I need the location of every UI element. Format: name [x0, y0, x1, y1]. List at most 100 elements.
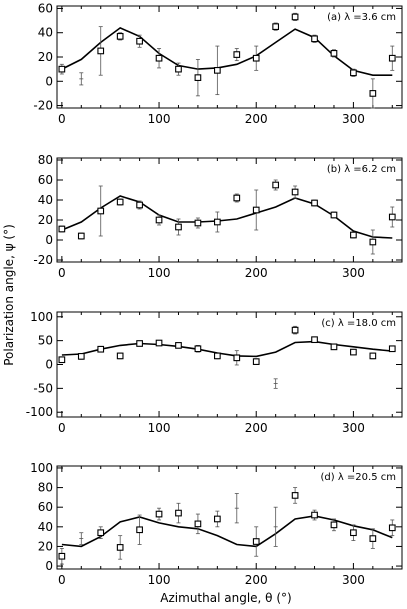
data-point	[214, 515, 221, 523]
model-series-line	[61, 26, 393, 76]
panel-1: 0 100 200 300 -20 0 20 40 60 (a) λ =3.6 cm	[33, 1, 403, 126]
data-point	[58, 356, 66, 364]
data-point	[175, 509, 182, 517]
data-point	[252, 358, 260, 365]
data-point	[155, 339, 163, 347]
y-tick-label: 60	[38, 500, 53, 514]
data-point	[291, 188, 299, 196]
data-point	[155, 510, 163, 518]
data-point	[97, 345, 105, 353]
data-point	[58, 225, 66, 233]
y-tick-label: 0	[45, 233, 53, 247]
data-point	[291, 13, 299, 21]
data-point	[233, 51, 241, 58]
x-tick-label: 0	[58, 112, 66, 126]
data-point	[194, 520, 202, 528]
data-point	[291, 492, 299, 499]
y-tick-label: 20	[38, 213, 53, 227]
data-point	[311, 35, 318, 43]
data-point	[330, 343, 338, 351]
panel-4: 0 100 200 300 0 20 40 60 80 100 (d) λ =20.5 cm	[30, 461, 403, 587]
model-series-line	[61, 195, 393, 239]
y-tick-label: 60	[38, 1, 53, 15]
data-point	[116, 352, 124, 360]
data-point	[97, 207, 105, 215]
x-tick-label: 100	[148, 573, 171, 587]
data-point	[252, 538, 260, 545]
y-axis-title: Polarization angle, ψ (°)	[2, 224, 16, 366]
y-tick-label: 20	[38, 50, 53, 64]
data-point	[155, 216, 163, 224]
data-point	[77, 232, 85, 240]
x-tick-label: 0	[58, 421, 66, 435]
data-point	[233, 354, 241, 362]
plot-frame	[56, 465, 403, 570]
data-point	[350, 348, 357, 356]
y-tick-label: -50	[33, 381, 53, 395]
data-point	[214, 67, 221, 74]
x-tick-label: 200	[245, 266, 268, 280]
panel-label: (c) λ =18.0 cm	[321, 318, 396, 329]
data-point	[330, 50, 338, 57]
x-tick-label: 100	[148, 112, 171, 126]
data-point	[350, 529, 357, 537]
data-point	[136, 201, 143, 209]
model-series-line	[61, 515, 393, 548]
x-tick-label: 300	[342, 421, 365, 435]
x-tick-label: 200	[245, 112, 268, 126]
data-point	[116, 33, 124, 40]
data-point	[194, 345, 202, 353]
data-point	[272, 181, 280, 189]
y-tick-label: 0	[45, 358, 53, 372]
x-tick-label: 200	[245, 421, 268, 435]
x-tick-label: 300	[342, 266, 365, 280]
y-tick-label: -100	[26, 405, 53, 419]
data-point	[194, 74, 202, 81]
data-point	[291, 326, 299, 334]
data-point	[252, 54, 260, 62]
y-tick-label: 100	[30, 461, 53, 475]
data-point	[116, 198, 124, 206]
data-point	[272, 23, 280, 30]
data-point	[214, 352, 221, 360]
data-point	[97, 529, 105, 537]
data-point	[369, 535, 377, 542]
panel-label: (a) λ =3.6 cm	[327, 12, 396, 23]
data-point	[77, 353, 85, 360]
x-tick-label: 0	[58, 266, 66, 280]
data-point	[369, 352, 377, 360]
data-point	[136, 340, 143, 347]
panel-label: (b) λ =6.2 cm	[327, 164, 396, 175]
plot-frame	[56, 157, 403, 263]
data-point	[116, 544, 124, 551]
x-tick-label: 0	[58, 573, 66, 587]
data-point	[369, 238, 377, 246]
x-tick-label: 300	[342, 112, 365, 126]
model-series-line	[61, 340, 393, 358]
data-point	[330, 521, 338, 529]
data-point	[311, 511, 318, 519]
data-point	[311, 199, 318, 207]
y-tick-label: -20	[33, 253, 53, 267]
data-point	[388, 524, 396, 532]
y-tick-label: 80	[38, 481, 53, 495]
data-point	[350, 231, 357, 239]
y-tick-label: 50	[38, 334, 53, 348]
data-point	[155, 54, 163, 62]
data-point	[369, 90, 377, 97]
x-tick-label: 300	[342, 573, 365, 587]
x-tick-label: 100	[148, 266, 171, 280]
y-tick-label: 100	[30, 310, 53, 324]
y-tick-label: 80	[38, 153, 53, 167]
panel-2: 0 100 200 300 -20 0 20 40 60 80 (b) λ =6.2 cm	[33, 153, 403, 280]
y-tick-label: 0	[45, 74, 53, 88]
data-point	[175, 65, 182, 73]
x-axis-title: Azimuthal angle, θ (°)	[160, 591, 291, 605]
data-point	[388, 54, 396, 62]
data-point	[58, 552, 66, 560]
x-tick-label: 100	[148, 421, 171, 435]
y-tick-label: 40	[38, 193, 53, 207]
data-point	[388, 213, 396, 221]
